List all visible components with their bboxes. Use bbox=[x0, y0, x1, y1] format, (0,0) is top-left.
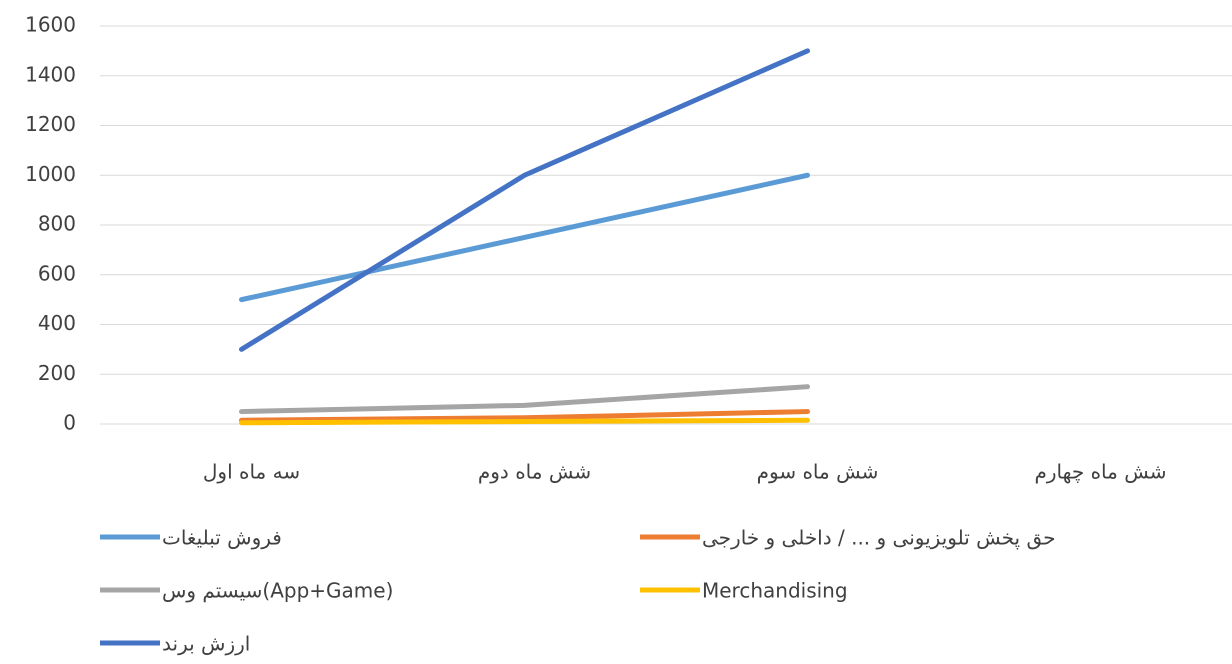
x-tick-label: شش ماه دوم bbox=[478, 460, 591, 484]
legend-label: فروش تبلیغات bbox=[162, 526, 282, 550]
x-tick-label: شش ماه چهارم bbox=[1035, 460, 1167, 484]
legend-label: حق پخش تلویزیونی و ... / داخلی و خارجی bbox=[702, 526, 1056, 551]
series-line bbox=[239, 172, 810, 303]
series-line bbox=[239, 48, 810, 352]
legend-label: Merchandising bbox=[702, 579, 848, 603]
x-tick-label: سه ماه اول bbox=[203, 460, 300, 484]
legend-label: سیستم وس(App+Game) bbox=[162, 579, 393, 603]
y-tick-label: 1600 bbox=[25, 13, 76, 37]
x-tick-label: شش ماه سوم bbox=[757, 460, 879, 484]
y-tick-label: 600 bbox=[38, 261, 76, 285]
series-line bbox=[239, 384, 810, 415]
y-tick-label: 200 bbox=[38, 361, 76, 385]
y-tick-label: 400 bbox=[38, 311, 76, 335]
y-tick-label: 1000 bbox=[25, 162, 76, 186]
series-line bbox=[239, 409, 810, 423]
y-tick-label: 1200 bbox=[25, 112, 76, 136]
y-tick-label: 0 bbox=[63, 411, 76, 435]
series-line bbox=[239, 417, 810, 426]
y-tick-label: 1400 bbox=[25, 62, 76, 86]
y-tick-label: 800 bbox=[38, 212, 76, 236]
legend-label: ارزش برند bbox=[162, 632, 250, 656]
